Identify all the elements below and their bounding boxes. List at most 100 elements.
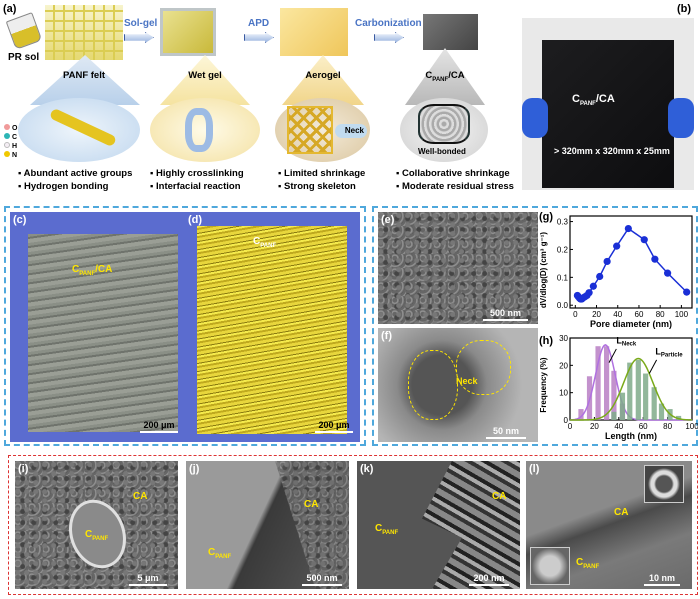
stage-bullets: Collaborative shrinkageModerate residual… [396,167,514,193]
label-main: C [576,557,584,568]
well-bonded-label: Well-bonded [418,147,466,156]
bullet: Collaborative shrinkage [396,167,514,180]
title-main: C [572,93,580,105]
label-sub: PANF [583,564,600,570]
y-tick-label: 20 [559,361,568,370]
size-label: > 320mm x 320mm x 25mm [554,146,670,156]
histogram-bar [604,346,610,420]
scale-bar: 10 nm [644,573,680,586]
data-point [683,288,691,296]
ca-label: CA [492,491,507,502]
x-tick-label: 20 [592,310,601,319]
microstructure-box [372,206,698,446]
material-label: CPANF/CA [72,264,112,277]
panel-label: (l) [529,463,540,475]
panel-h-chart: 0 20 40 60 80 100 0 10 20 30 Length (nm) Frequency … [539,334,698,441]
histogram-bar [611,370,617,420]
bullet: Limited shrinkage [278,167,365,180]
stage-bullets: Highly crosslinkingInterfacial reaction [150,167,244,193]
histogram-bar [651,387,657,420]
data-point [640,236,648,244]
title-main: C [253,236,261,247]
panf-felt-cube [45,5,123,60]
panel-label: (k) [360,463,374,475]
panel-j-sem: (j) CA CPANF 500 nm [186,461,349,589]
y-tick-label: 30 [559,334,568,343]
ct-panels-box [4,206,366,446]
stage-title: Aerogel [305,70,341,81]
legend-sub: Particle [661,352,683,358]
histogram-bar [611,411,617,420]
legend-pointer [648,359,658,374]
wet-gel-cube [160,8,216,56]
stage-bullets: Abundant active groupsHydrogen bonding [18,167,133,193]
x-tick-label: 40 [613,310,622,319]
scale-bar: 50 nm [486,426,526,439]
scale-bar: 200 nm [469,573,509,586]
aerogel-skeleton-view: Neck [275,98,370,162]
x-tick-label: 100 [685,422,698,431]
title-rest: /CA [448,70,465,81]
histogram-bar [578,409,584,420]
bullet: Hydrogen bonding [18,180,132,193]
interface-panels-box [8,455,698,595]
panel-k-sem: (k) CA CPANF 200 nm [357,461,520,589]
atom-label: O [11,125,18,132]
panel-label: (b) [677,3,692,15]
title-sub: PANF [579,101,596,108]
well-bonded-view: Well-bonded [400,98,488,162]
x-tick-label: 0 [573,310,578,319]
data-point [624,224,632,233]
x-tick-label: 60 [635,310,644,319]
aerogel-cube [280,8,348,56]
panel-b-photo: CPANF/CA > 320mm x 320mm x 25mm [522,18,694,190]
x-axis-label: Pore diameter (nm) [590,319,672,329]
title-rest: /CA [95,264,113,275]
y-axis-label: dV/dlog(D) (cm³ g⁻¹) [539,232,548,309]
cpanf-label: CPANF [375,523,398,536]
data-point [603,257,611,266]
wet-gel-molecular-view [150,98,260,162]
scale-bar: 500 nm [302,573,342,586]
atom-o: O [4,124,17,133]
label-main: C [208,547,216,558]
data-point [589,282,597,290]
panel-label: (e) [381,214,395,226]
cpanf-label: CPANF [85,529,108,542]
ca-label: CA [133,491,148,502]
material-label: CPANF [253,236,276,249]
panel-label: (g) [539,211,553,223]
histogram-bar [658,403,665,420]
x-tick-label: 20 [590,422,599,431]
particle-outline [408,350,458,420]
panel-label: (i) [18,463,29,475]
legend-particle: LParticle [655,346,683,358]
data-point [585,289,593,297]
panel-label: (c) [13,214,27,226]
neck-label: Neck [335,124,367,138]
atom-n: N [4,151,17,160]
ca-label: CA [614,507,629,518]
data-point [613,242,621,250]
y-tick-label: 0.2 [557,245,569,254]
panel-g-chart: 0 20 40 60 80 100 0.0 0.1 0.2 0.3 Pore diameter (n… [539,211,693,329]
step-carbonization: Carbonization [355,18,422,29]
stage-title: Wet gel [188,70,222,81]
pr-sol-label: PR sol [8,52,40,63]
x-tick-label: 80 [663,422,672,431]
panf-molecular-view [18,98,140,162]
atom-label: H [11,143,18,150]
particle-outline [456,340,511,395]
title-rest: /CA [595,93,615,105]
bullet: Strong skeleton [278,180,365,193]
y-axis-label: Frequency (%) [539,357,548,412]
label-main: C [85,529,93,540]
y-tick-label: 0.3 [557,218,569,227]
title-sub: PANF [432,76,449,83]
data-point [651,255,659,263]
panel-c-ct-render: (c) CPANF/CA 200 μm [10,212,185,442]
y-tick-label: 0.1 [557,273,569,282]
atom-c: C [4,133,17,142]
legend-sub: Neck [622,341,637,347]
panel-label: (d) [188,214,203,226]
